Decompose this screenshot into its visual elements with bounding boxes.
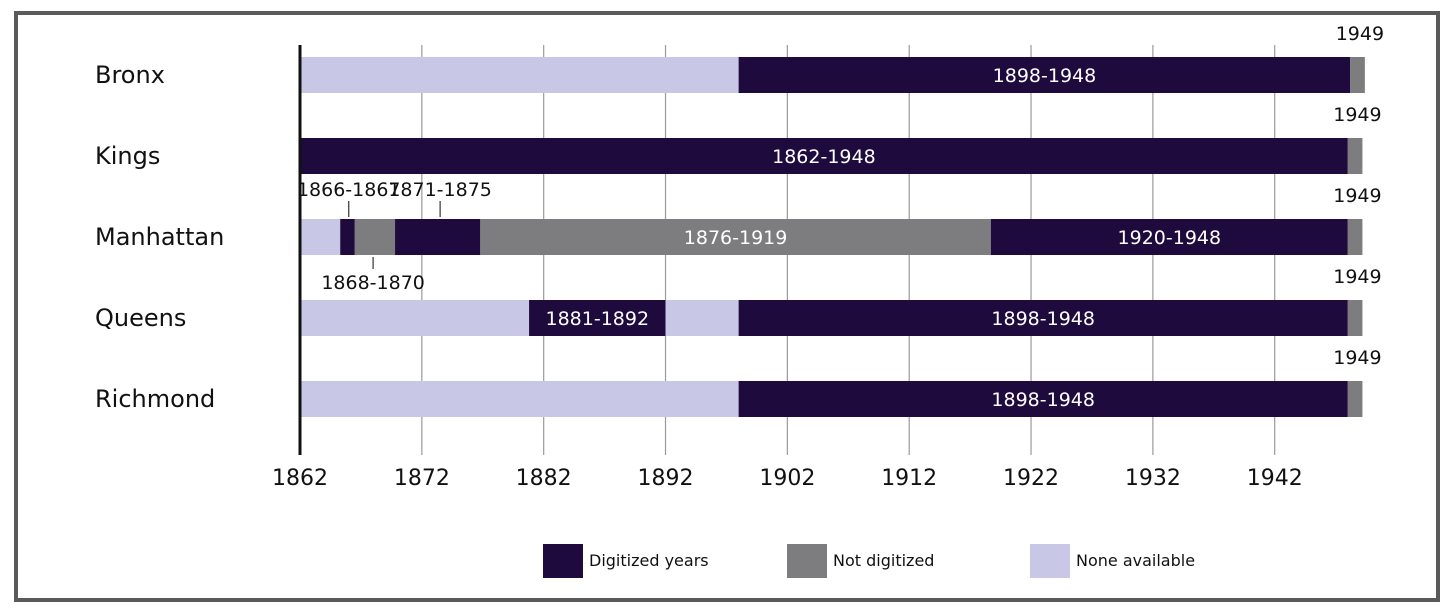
row-queens: Queens 1881-1892 1898-1948 1949 — [95, 266, 1382, 336]
legend-item-none: None available — [1030, 544, 1195, 578]
bar-segment-not — [1347, 300, 1363, 336]
row-label: Manhattan — [95, 223, 224, 251]
row-richmond: Richmond 1898-1948 1949 — [95, 347, 1382, 417]
x-tick-label: 1872 — [394, 466, 450, 491]
bar-segment-none — [665, 300, 739, 336]
row-label: Richmond — [95, 385, 215, 413]
legend-item-not: Not digitized — [787, 544, 934, 578]
row-label: Bronx — [95, 61, 165, 89]
callout-label: 1871-1875 — [388, 179, 492, 201]
bar-segment-not — [1347, 138, 1363, 174]
bar-segment-none — [300, 381, 739, 417]
bar-segment-digitized — [738, 57, 1351, 93]
legend-label: Digitized years — [589, 551, 709, 570]
bar-segment-digitized — [300, 138, 1348, 174]
x-tick-label: 1862 — [272, 466, 328, 491]
legend: Digitized years Not digitized None availab… — [543, 544, 1195, 578]
bar-segment-digitized — [738, 381, 1348, 417]
x-tick-label: 1942 — [1247, 466, 1303, 491]
bar-segment-label: 1920-1948 — [1118, 227, 1222, 249]
callout-label: 1868-1870 — [321, 272, 425, 294]
bar-segment-label: 1898-1948 — [991, 308, 1095, 330]
legend-swatch — [787, 544, 827, 578]
legend-swatch — [1030, 544, 1070, 578]
callout-label: 1866-1867 — [297, 179, 401, 201]
x-tick-label: 1932 — [1125, 466, 1181, 491]
end-year-label: 1949 — [1336, 23, 1384, 45]
end-year-label: 1949 — [1333, 104, 1381, 126]
end-year-label: 1949 — [1333, 347, 1381, 369]
bar-segment-label: 1898-1948 — [991, 389, 1095, 411]
bar-segment-not — [1347, 381, 1363, 417]
bar-segment-not — [1347, 219, 1363, 255]
legend-item-digitized: Digitized years — [543, 544, 709, 578]
x-tick-label: 1902 — [759, 466, 815, 491]
bar-segment-not — [480, 219, 991, 255]
row-label: Kings — [95, 142, 160, 170]
bar-segment-label: 1876-1919 — [684, 227, 788, 249]
row-manhattan: Manhattan 1876-1919 1920-1948 1949 1866-1867… — [95, 179, 1382, 294]
x-axis: 1862 1872 1882 1892 1902 1912 1922 1932 1942 — [272, 45, 1303, 491]
bar-segment-digitized — [395, 219, 481, 255]
legend-label: None available — [1076, 551, 1195, 570]
bar-segment-label: 1898-1948 — [993, 65, 1097, 87]
legend-swatch — [543, 544, 583, 578]
legend-label: Not digitized — [833, 551, 934, 570]
bar-segment-digitized — [529, 300, 666, 336]
bar-segment-label: 1862-1948 — [772, 146, 876, 168]
bar-segment-digitized — [990, 219, 1348, 255]
bar-segment-none — [300, 219, 341, 255]
row-bronx: Bronx 1898-1948 1949 — [95, 23, 1384, 93]
end-year-label: 1949 — [1333, 266, 1381, 288]
x-tick-label: 1922 — [1003, 466, 1059, 491]
bar-segment-label: 1881-1892 — [545, 308, 649, 330]
row-kings: Kings 1862-1948 1949 — [95, 104, 1382, 174]
bar-segment-none — [300, 57, 739, 93]
end-year-label: 1949 — [1333, 185, 1381, 207]
x-tick-label: 1892 — [638, 466, 694, 491]
bar-segment-not — [354, 219, 396, 255]
row-label: Queens — [95, 304, 186, 332]
bar-segment-not — [1350, 57, 1365, 93]
x-tick-label: 1882 — [516, 466, 572, 491]
bar-segment-none — [300, 300, 530, 336]
bar-segment-digitized — [340, 219, 355, 255]
x-tick-label: 1912 — [881, 466, 937, 491]
bar-segment-digitized — [738, 300, 1348, 336]
